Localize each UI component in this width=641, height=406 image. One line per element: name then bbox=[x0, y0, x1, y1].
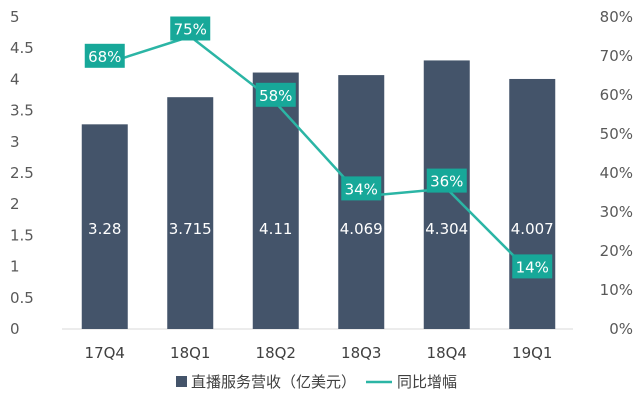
bar-value-label: 4.11 bbox=[259, 220, 292, 238]
category-label: 18Q2 bbox=[256, 344, 296, 362]
left-tick-label: 5 bbox=[10, 8, 20, 26]
growth-value-label: 75% bbox=[174, 21, 207, 39]
left-axis-ticks: 0 0.5 1 1.5 2 2.5 3 3.5 4 4.5 5 bbox=[10, 8, 34, 338]
bar-value-label: 4.069 bbox=[340, 220, 383, 238]
bar bbox=[167, 97, 214, 330]
bar bbox=[423, 60, 470, 330]
right-axis-ticks: 0% 10% 20% 30% 40% 50% 60% 70% 80% bbox=[600, 8, 633, 338]
growth-label-box bbox=[255, 82, 296, 107]
right-tick-label: 70% bbox=[600, 47, 633, 65]
left-tick-label: 4 bbox=[10, 70, 20, 88]
left-tick-label: 0.5 bbox=[10, 289, 34, 307]
bar-value-label: 4.007 bbox=[511, 220, 554, 238]
right-tick-label: 60% bbox=[600, 86, 633, 104]
bar bbox=[81, 124, 128, 329]
left-tick-label: 3 bbox=[10, 133, 20, 151]
line-series bbox=[104, 35, 534, 276]
category-label: 18Q3 bbox=[341, 344, 381, 362]
bar bbox=[338, 75, 385, 330]
right-tick-label: 50% bbox=[600, 125, 633, 143]
line-value-labels: 68% 75% 58% 34% 36% 14% bbox=[84, 16, 553, 279]
growth-line bbox=[104, 35, 534, 276]
legend: 直播服务营收（亿美元） 同比增幅 bbox=[176, 373, 457, 391]
growth-value-label: 36% bbox=[430, 173, 463, 191]
right-tick-label: 30% bbox=[600, 203, 633, 221]
bar bbox=[509, 78, 556, 330]
legend-line-label: 同比增幅 bbox=[397, 373, 457, 391]
category-label: 18Q1 bbox=[170, 344, 210, 362]
left-tick-label: 2 bbox=[10, 195, 20, 213]
legend-bar-label: 直播服务营收（亿美元） bbox=[191, 373, 356, 391]
growth-value-label: 68% bbox=[88, 48, 121, 66]
category-label: 17Q4 bbox=[85, 344, 125, 362]
growth-value-label: 14% bbox=[516, 258, 549, 276]
left-tick-label: 1.5 bbox=[10, 226, 34, 244]
right-tick-label: 10% bbox=[600, 281, 633, 299]
bar-value-label: 3.28 bbox=[88, 220, 121, 238]
category-label: 18Q4 bbox=[427, 344, 467, 362]
bar-value-label: 4.304 bbox=[425, 220, 468, 238]
growth-value-label: 34% bbox=[345, 180, 378, 198]
growth-label-box bbox=[426, 168, 467, 193]
bar-value-labels: 3.28 3.715 4.11 4.069 4.304 4.007 bbox=[88, 220, 554, 238]
bar-series bbox=[81, 60, 556, 330]
growth-label-box bbox=[84, 43, 125, 68]
left-tick-label: 1 bbox=[10, 258, 20, 276]
growth-value-label: 58% bbox=[259, 87, 292, 105]
right-tick-label: 0% bbox=[609, 320, 633, 338]
legend-bar-swatch bbox=[176, 376, 187, 387]
category-labels: 17Q4 18Q1 18Q2 18Q3 18Q4 19Q1 bbox=[85, 344, 553, 362]
right-tick-label: 80% bbox=[600, 8, 633, 26]
category-label: 19Q1 bbox=[512, 344, 552, 362]
growth-label-box bbox=[341, 176, 382, 201]
left-tick-label: 2.5 bbox=[10, 164, 34, 182]
left-tick-label: 0 bbox=[10, 320, 20, 338]
growth-label-box bbox=[512, 254, 553, 279]
left-tick-label: 4.5 bbox=[10, 39, 34, 57]
bar bbox=[252, 72, 299, 329]
right-tick-label: 20% bbox=[600, 242, 633, 260]
left-tick-label: 3.5 bbox=[10, 102, 34, 120]
bar-value-label: 3.715 bbox=[169, 220, 212, 238]
growth-label-box bbox=[170, 16, 211, 41]
right-tick-label: 40% bbox=[600, 164, 633, 182]
